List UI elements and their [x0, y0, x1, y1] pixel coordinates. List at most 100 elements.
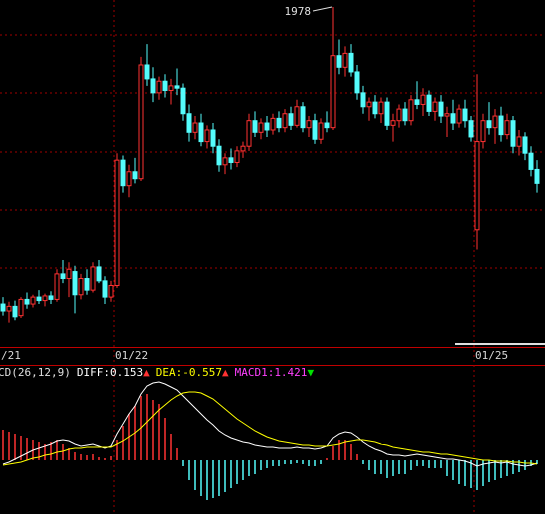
candle-body: [384, 101, 390, 126]
candle-body: [270, 117, 276, 131]
candle-body: [156, 80, 162, 94]
candle-body: [60, 273, 66, 280]
candle-body: [324, 122, 330, 129]
candle-body: [198, 122, 204, 143]
candle-body: [504, 120, 510, 136]
legend: CD(26,12,9) DIFF:0.153▲ DEA:-0.557▲ MACD1:1…: [0, 366, 314, 379]
candle-body: [132, 171, 138, 180]
candle-body: [420, 94, 426, 105]
legend-arrow: ▲: [143, 366, 150, 379]
legend-entry: MACD1:1.421: [235, 366, 308, 379]
candle-body: [264, 122, 270, 131]
candle-body: [414, 99, 420, 105]
candle-body: [378, 101, 384, 115]
candle-body: [318, 122, 324, 140]
candle-body: [522, 136, 528, 154]
candle-body: [78, 278, 84, 296]
candle-body: [348, 52, 354, 73]
candle-body: [258, 122, 264, 133]
candle-body: [480, 120, 486, 143]
legend-entry: DEA:-0.557: [156, 366, 222, 379]
candle-body: [306, 120, 312, 129]
candle-body: [402, 108, 408, 122]
candle-body: [474, 141, 480, 231]
macd-line: [2, 391, 538, 466]
x-tick-label: 01/22: [115, 349, 148, 362]
candle-body: [396, 108, 402, 122]
candle-body: [330, 55, 336, 129]
candle-body: [96, 266, 102, 282]
candle-body: [138, 64, 144, 180]
high-pointer: [312, 6, 333, 12]
candle-body: [222, 157, 228, 166]
candle-body: [456, 108, 462, 124]
high-label: 1978: [285, 5, 312, 18]
candle-body: [432, 101, 438, 112]
candle-body: [72, 271, 78, 296]
candle-body: [168, 85, 174, 92]
candle-body: [24, 298, 30, 305]
candle-body: [282, 113, 288, 129]
legend-arrow: ▼: [307, 366, 314, 379]
candle-body: [54, 273, 60, 300]
candle-body: [216, 145, 222, 166]
candle-body: [450, 113, 456, 124]
candle-body: [246, 120, 252, 147]
candle-body: [366, 101, 372, 108]
candle-body: [438, 101, 444, 117]
candle-body: [528, 152, 534, 170]
candle-body: [102, 280, 108, 298]
candle-body: [228, 157, 234, 163]
candle-body: [42, 295, 48, 302]
candle-body: [144, 64, 150, 80]
legend-indicator: CD(26,12,9): [0, 366, 71, 379]
candle-body: [114, 159, 120, 286]
candle-body: [498, 115, 504, 136]
candle-body: [36, 296, 42, 302]
candle-body: [162, 80, 168, 92]
candle-body: [234, 150, 240, 163]
candle-body: [510, 120, 516, 147]
candle-body: [30, 296, 36, 305]
candle-body: [288, 113, 294, 126]
x-tick-label: /21: [1, 349, 21, 362]
candle-body: [6, 305, 12, 312]
candle-body: [354, 71, 360, 94]
candle-body: [192, 122, 198, 133]
candle-body: [336, 55, 342, 68]
candle-body: [12, 305, 18, 318]
candle-body: [210, 129, 216, 147]
candle-body: [150, 78, 156, 94]
candle-body: [174, 85, 180, 89]
candle-body: [486, 120, 492, 129]
candle-body: [18, 298, 24, 317]
candle-body: [312, 120, 318, 140]
candle-body: [300, 106, 306, 129]
candle-body: [240, 145, 246, 152]
candle-body: [90, 266, 96, 291]
candle-body: [426, 94, 432, 112]
candle-body: [360, 92, 366, 108]
candle-body: [204, 129, 210, 143]
candle-body: [0, 303, 6, 312]
candle-body: [66, 268, 72, 280]
candle-body: [462, 108, 468, 122]
candle-body: [252, 120, 258, 133]
candle-body: [468, 120, 474, 138]
candle-body: [84, 278, 90, 291]
candle-body: [186, 113, 192, 133]
scroll-indicator: [455, 343, 545, 345]
candle-body: [372, 101, 378, 115]
legend-arrow: ▲: [222, 366, 229, 379]
candle-body: [48, 295, 54, 300]
candle-body: [120, 159, 126, 187]
candle-body: [126, 171, 132, 187]
candle-body: [390, 120, 396, 126]
candle-body: [342, 52, 348, 68]
legend-entry: DIFF:0.153: [77, 366, 143, 379]
candle-body: [534, 168, 540, 184]
